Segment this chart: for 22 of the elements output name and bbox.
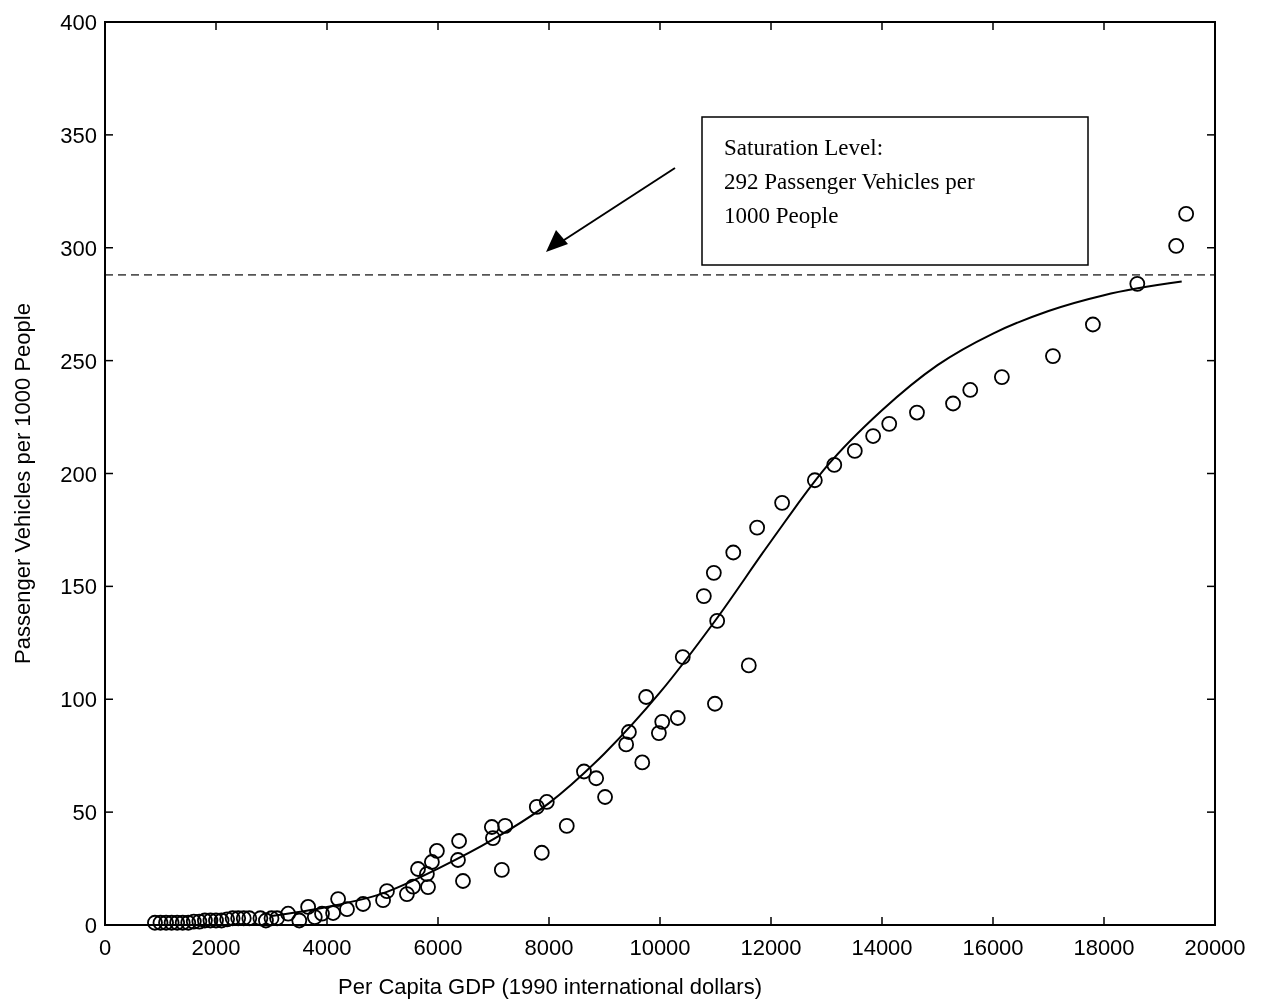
x-tick-label: 14000 xyxy=(851,935,913,960)
x-tick-label: 8000 xyxy=(524,935,574,960)
y-tick-label: 250 xyxy=(60,348,97,374)
x-tick-label: 12000 xyxy=(740,935,802,960)
annotation: Saturation Level: 292 Passenger Vehicles per 1000 People xyxy=(724,135,975,228)
y-tick-label: 400 xyxy=(60,10,97,35)
x-tick-label: 2000 xyxy=(191,935,241,960)
y-tick-label: 50 xyxy=(72,800,97,826)
x-tick-label: 10000 xyxy=(629,935,691,960)
x-axis-title: Per Capita GDP (1990 international dollars) xyxy=(338,974,762,999)
y-tick-label: 300 xyxy=(60,235,97,261)
y-axis-title: Passenger Vehicles per 1000 People xyxy=(10,303,35,664)
x-tick-label: 4000 xyxy=(302,935,352,960)
y-tick-label: 150 xyxy=(60,574,97,600)
x-tick-label: 6000 xyxy=(413,935,463,960)
y-tick-label: 200 xyxy=(60,461,97,487)
x-tick-label: 16000 xyxy=(962,935,1024,960)
y-tick-label: 0 xyxy=(84,913,97,938)
x-tick-label: 18000 xyxy=(1073,935,1135,960)
y-tick-label: 100 xyxy=(60,687,97,713)
x-tick-label: 20000 xyxy=(1184,935,1246,960)
y-tick-label: 350 xyxy=(60,122,97,148)
